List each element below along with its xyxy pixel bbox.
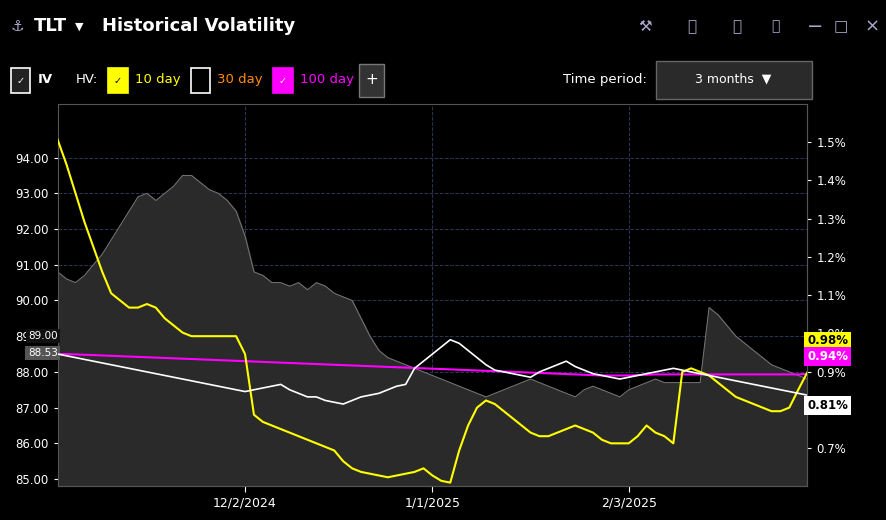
- Bar: [11, 69, 30, 93]
- Bar: [108, 69, 128, 93]
- Text: ⤳: ⤳: [771, 19, 779, 33]
- Text: 10 day: 10 day: [135, 73, 180, 86]
- Bar: [273, 69, 292, 93]
- Text: ⚒: ⚒: [638, 19, 651, 34]
- Text: Time period:: Time period:: [563, 73, 647, 86]
- Text: ▼: ▼: [75, 21, 84, 31]
- Text: HV:: HV:: [75, 73, 97, 86]
- Text: ⌕: ⌕: [687, 19, 696, 34]
- Text: +: +: [365, 72, 377, 87]
- Text: Historical Volatility: Historical Volatility: [102, 17, 295, 35]
- Text: 88.53: 88.53: [27, 348, 58, 358]
- Text: 0.94%: 0.94%: [806, 350, 847, 363]
- Text: ✓: ✓: [16, 76, 25, 86]
- Text: ⚓: ⚓: [11, 19, 24, 34]
- Bar: [190, 69, 210, 93]
- Text: ×: ×: [864, 17, 879, 35]
- Text: 3 months  ▼: 3 months ▼: [695, 73, 771, 86]
- Text: TLT: TLT: [34, 17, 66, 35]
- Text: □: □: [833, 19, 847, 34]
- Text: 30 day: 30 day: [217, 73, 262, 86]
- Text: 0.98%: 0.98%: [806, 334, 847, 347]
- Bar: [656, 60, 811, 99]
- Text: ⛓: ⛓: [731, 19, 740, 34]
- Text: ✓: ✓: [278, 76, 287, 86]
- Text: 0.81%: 0.81%: [806, 399, 847, 412]
- Text: IV: IV: [37, 73, 52, 86]
- Text: ✓: ✓: [113, 76, 122, 86]
- Text: −: −: [806, 17, 822, 36]
- Text: 100 day: 100 day: [299, 73, 354, 86]
- Bar: [359, 64, 384, 97]
- Text: 89.00: 89.00: [28, 331, 58, 341]
